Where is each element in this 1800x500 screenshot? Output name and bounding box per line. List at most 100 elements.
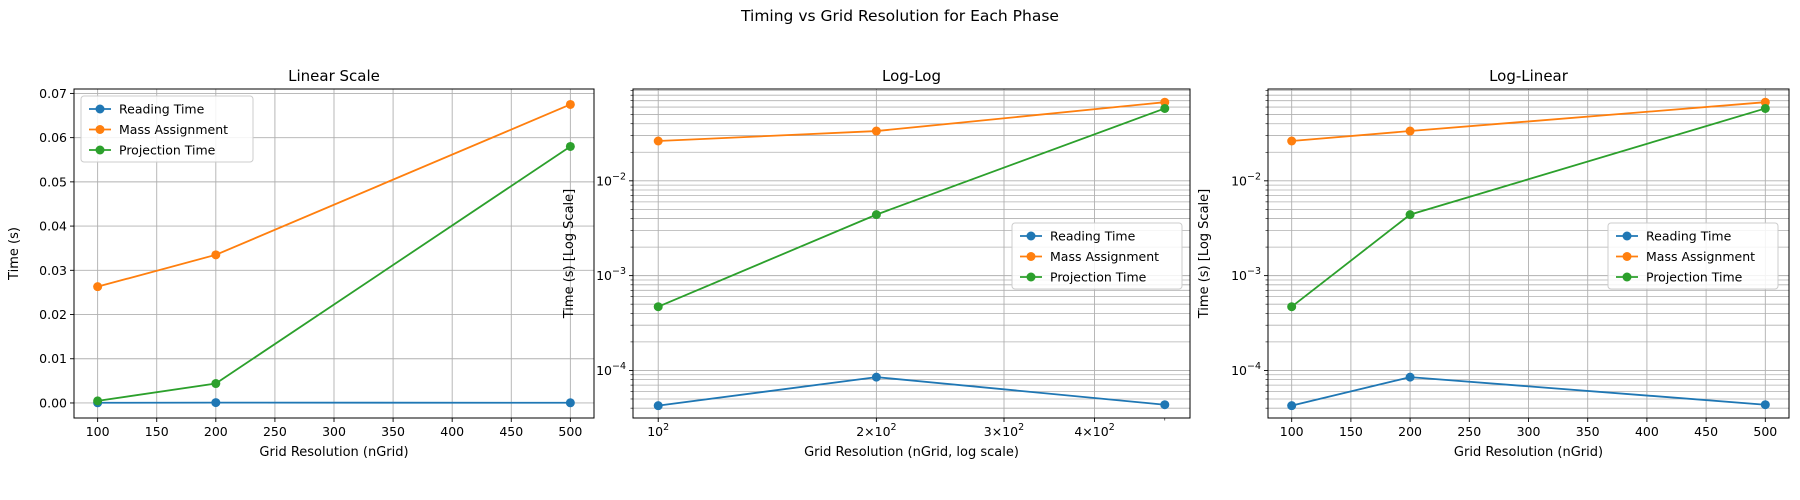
x-tick-label: 500	[1753, 424, 1777, 439]
legend-label: Reading Time	[1646, 229, 1732, 244]
data-point	[565, 141, 575, 151]
legend: Reading Time Mass Assignment Projection Ti…	[1011, 222, 1183, 290]
data-point	[1760, 400, 1770, 410]
data-point	[871, 210, 881, 220]
y-axis: 10−4 10−3 10−2	[1231, 171, 1789, 378]
x-tick-label: 3×102	[984, 422, 1024, 439]
series-reading	[1287, 372, 1770, 411]
x-tick-label: 350	[1576, 424, 1600, 439]
data-point	[653, 302, 663, 312]
y-tick-label: 10−3	[596, 266, 626, 283]
data-point	[871, 126, 881, 136]
legend-label: Mass Assignment	[119, 122, 228, 137]
legend-label: Mass Assignment	[1050, 249, 1159, 264]
data-point	[93, 396, 103, 406]
plots-container: 100 150 200 250 300 350 400 450 500 0.00 0.01 0.02 0…	[7, 67, 1790, 460]
x-tick-label: 102	[647, 422, 669, 439]
x-tick-label: 400	[440, 424, 464, 439]
y-axis-label: Time (s) [Log Scale]	[562, 189, 577, 319]
legend-label: Projection Time	[1050, 270, 1147, 285]
data-point	[1405, 126, 1415, 136]
x-tick-label: 450	[499, 424, 523, 439]
legend-marker	[95, 145, 105, 155]
series-mass	[653, 97, 1170, 146]
series-mass	[1287, 97, 1770, 146]
legend: Reading Time Mass Assignment Projection Ti…	[80, 95, 254, 163]
x-axis: 102 2×102 3×102 4×102	[647, 89, 1115, 439]
series-mass	[93, 99, 575, 292]
y-tick-label: 0.04	[39, 219, 67, 234]
legend-label: Projection Time	[1646, 270, 1743, 285]
series-projection	[93, 141, 575, 406]
y-tick-label: 10−2	[596, 171, 626, 188]
x-tick-label: 4×102	[1074, 422, 1114, 439]
data-point	[653, 136, 663, 146]
y-tick-label: 10−4	[1231, 361, 1261, 378]
y-axis-label: Time (s)	[7, 227, 22, 281]
chart-panel-3: 100 150 200 250 300 350 400 450 500 10−4 10−3 10−2 L…	[1197, 67, 1790, 460]
axes-frame	[73, 88, 595, 419]
data-point	[1160, 103, 1170, 113]
x-tick-label: 150	[1339, 424, 1363, 439]
data-point	[1287, 401, 1297, 411]
data-point	[211, 398, 221, 408]
data-point	[1160, 97, 1170, 107]
chart-title: Log-Linear	[1489, 67, 1569, 85]
x-tick-label: 400	[1635, 424, 1659, 439]
y-tick-label: 10−4	[596, 361, 626, 378]
y-axis-label: Time (s) [Log Scale]	[1197, 189, 1212, 319]
x-axis: 100 150 200 250 300 350 400 450 500	[86, 89, 582, 439]
legend-marker	[1622, 231, 1632, 241]
x-tick-label: 450	[1694, 424, 1718, 439]
data-point	[1405, 372, 1415, 382]
figure-suptitle: Timing vs Grid Resolution for Each Phase	[740, 7, 1059, 25]
data-point	[1287, 302, 1297, 312]
series-projection	[653, 103, 1170, 312]
y-tick-label: 0.06	[39, 130, 67, 145]
legend-label: Projection Time	[119, 143, 216, 158]
legend-marker	[1026, 272, 1036, 282]
data-point	[1160, 400, 1170, 410]
legend: Reading Time Mass Assignment Projection Ti…	[1607, 222, 1779, 290]
legend-marker	[1026, 231, 1036, 241]
legend-box	[1607, 222, 1779, 290]
x-axis-label: Grid Resolution (nGrid, log scale)	[804, 445, 1019, 460]
legend-label: Reading Time	[1050, 229, 1136, 244]
legend-marker	[95, 125, 105, 134]
chart-panel-2: 102 2×102 3×102 4×102 10−4 10−3 10−2 Log-Log Gri…	[562, 67, 1191, 460]
legend-box	[80, 95, 254, 163]
data-point	[211, 379, 221, 389]
x-tick-label: 2×102	[856, 422, 896, 439]
x-tick-label: 500	[558, 424, 582, 439]
y-tick-label: 10−3	[1231, 266, 1261, 283]
x-axis-label: Grid Resolution (nGrid)	[259, 445, 408, 460]
x-tick-label: 150	[145, 424, 169, 439]
x-tick-label: 350	[381, 424, 405, 439]
x-tick-label: 200	[204, 424, 228, 439]
chart-panel-1: 100 150 200 250 300 350 400 450 500 0.00 0.01 0.02 0…	[7, 67, 595, 460]
y-tick-label: 0.05	[39, 174, 67, 189]
y-tick-label: 0.02	[39, 307, 67, 322]
x-tick-label: 100	[1280, 424, 1304, 439]
legend-marker	[1622, 272, 1632, 282]
y-tick-label: 0.03	[39, 263, 67, 278]
y-tick-label: 0.00	[39, 395, 67, 410]
x-tick-label: 100	[86, 424, 110, 439]
axes-frame	[632, 88, 1191, 419]
data-point	[1405, 210, 1415, 220]
data-point	[565, 99, 575, 109]
axes-frame	[1267, 88, 1790, 419]
x-tick-label: 250	[1457, 424, 1481, 439]
y-tick-label: 0.01	[39, 351, 67, 366]
data-point	[1287, 136, 1297, 146]
x-tick-label: 250	[263, 424, 287, 439]
y-tick-label: 0.07	[39, 86, 67, 101]
series-projection	[1287, 103, 1770, 312]
legend-marker	[1026, 252, 1036, 261]
legend-marker	[1622, 252, 1632, 261]
legend-label: Reading Time	[119, 102, 205, 117]
chart-title: Linear Scale	[288, 67, 380, 85]
legend-box	[1011, 222, 1183, 290]
y-tick-label: 10−2	[1231, 171, 1261, 188]
